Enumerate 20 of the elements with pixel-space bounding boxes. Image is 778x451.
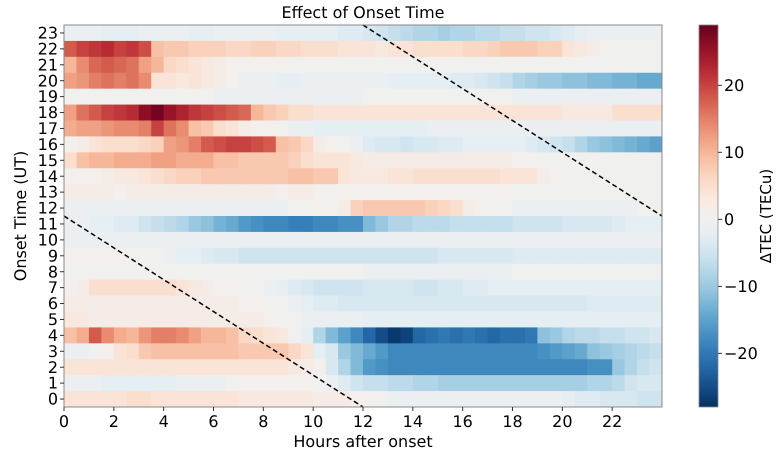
x-tick-label: 4 <box>158 412 169 431</box>
color-bar-label: −10 <box>724 276 758 296</box>
x-tick-label: 14 <box>402 412 424 431</box>
chart-title: Effect of Onset Time <box>281 3 445 22</box>
x-tick-label: 18 <box>502 412 523 431</box>
color-bar-label: 10 <box>724 142 744 162</box>
x-tick-label: 6 <box>208 412 219 431</box>
y-axis-title: Onset Time (UT) <box>11 150 30 282</box>
color-bar-label: −20 <box>724 344 758 363</box>
x-tick-label: 8 <box>258 412 268 431</box>
color-bar-title: ΔTEC (TECu) <box>757 168 775 264</box>
x-axis-title: Hours after onset <box>293 432 433 451</box>
x-tick-label: 12 <box>352 412 374 431</box>
color-bar-label: 0 <box>724 210 734 229</box>
x-tick-label: 20 <box>552 412 573 431</box>
x-tick-label: 2 <box>108 412 119 431</box>
color-bar-label: 20 <box>724 76 744 95</box>
x-tick-label: 10 <box>302 412 324 431</box>
x-tick-label: 22 <box>602 412 622 431</box>
x-tick-label: 16 <box>452 412 473 431</box>
